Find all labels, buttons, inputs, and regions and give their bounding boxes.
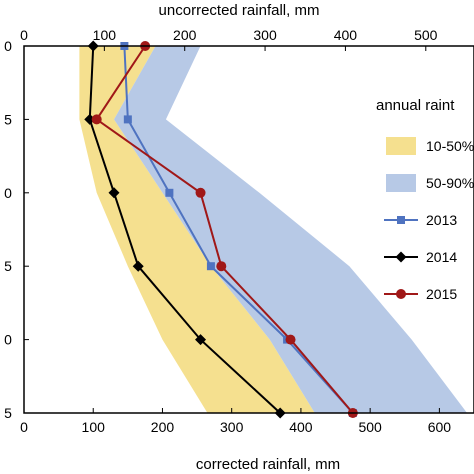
top-tick-label: 300 xyxy=(253,27,277,43)
left-tick-label: 0 xyxy=(4,332,12,348)
top-tick-label: 0 xyxy=(20,27,28,43)
point-2013-3 xyxy=(206,262,215,271)
bottom-tick-label: 300 xyxy=(220,419,244,435)
bottom-tick-label: 500 xyxy=(358,419,382,435)
band-50-90% xyxy=(114,46,468,413)
top-tick-label: 100 xyxy=(93,27,117,43)
point-2015-1 xyxy=(91,114,102,125)
series-line-2014 xyxy=(88,45,281,414)
legend-label-10-50%: 10-50% xyxy=(426,138,474,154)
left-tick-label: 5 xyxy=(4,258,12,274)
left-tick-label: 5 xyxy=(4,111,12,127)
legend-title: annual raint xyxy=(376,97,455,114)
point-2015-2 xyxy=(195,187,206,198)
legend-label-50-90%: 50-90% xyxy=(426,175,474,191)
point-2014-2 xyxy=(108,187,120,199)
legend-label-2014: 2014 xyxy=(426,249,457,265)
legend-marker-2014 xyxy=(395,251,407,263)
legend-swatch-10-50% xyxy=(386,137,416,155)
top-axis: 0 100 200 300 400 500 xyxy=(20,27,438,51)
top-tick-label: 200 xyxy=(173,27,197,43)
left-tick-label: 0 xyxy=(4,38,12,54)
left-tick-label: 0 xyxy=(4,185,12,201)
left-axis: 0 5 0 5 0 5 xyxy=(4,38,29,421)
bottom-axis: 0 100 200 300 400 500 600 xyxy=(20,408,451,435)
legend-marker-2015 xyxy=(396,289,406,299)
point-2014-4 xyxy=(195,334,207,346)
bottom-axis-title: corrected rainfall, mm xyxy=(196,456,340,473)
point-2014-3 xyxy=(132,260,144,272)
legend-marker-2013 xyxy=(397,216,405,224)
top-axis-title: uncorrected rainfall, mm xyxy=(159,2,320,19)
legend-label-2015: 2015 xyxy=(426,286,457,302)
point-2013-2 xyxy=(165,188,174,197)
point-2013-1 xyxy=(123,115,132,124)
top-tick-label: 500 xyxy=(414,27,438,43)
bottom-tick-label: 600 xyxy=(428,419,452,435)
bottom-tick-label: 0 xyxy=(20,419,28,435)
plot-frame xyxy=(23,45,474,414)
legend: annual raint 10-50% 50-90% 2013 2014 2015 xyxy=(376,97,474,302)
point-2015-4 xyxy=(285,334,296,345)
series-line-2013 xyxy=(123,45,354,414)
bottom-tick-label: 400 xyxy=(289,419,313,435)
legend-swatch-50-90% xyxy=(386,174,416,192)
series-layer xyxy=(84,40,358,419)
legend-label-2013: 2013 xyxy=(426,212,457,228)
series-line-2015 xyxy=(95,45,354,414)
top-tick-label: 400 xyxy=(334,27,358,43)
point-2015-3 xyxy=(216,261,227,272)
left-tick-label: 5 xyxy=(4,405,12,421)
bottom-tick-label: 100 xyxy=(82,419,106,435)
bottom-tick-label: 200 xyxy=(151,419,175,435)
